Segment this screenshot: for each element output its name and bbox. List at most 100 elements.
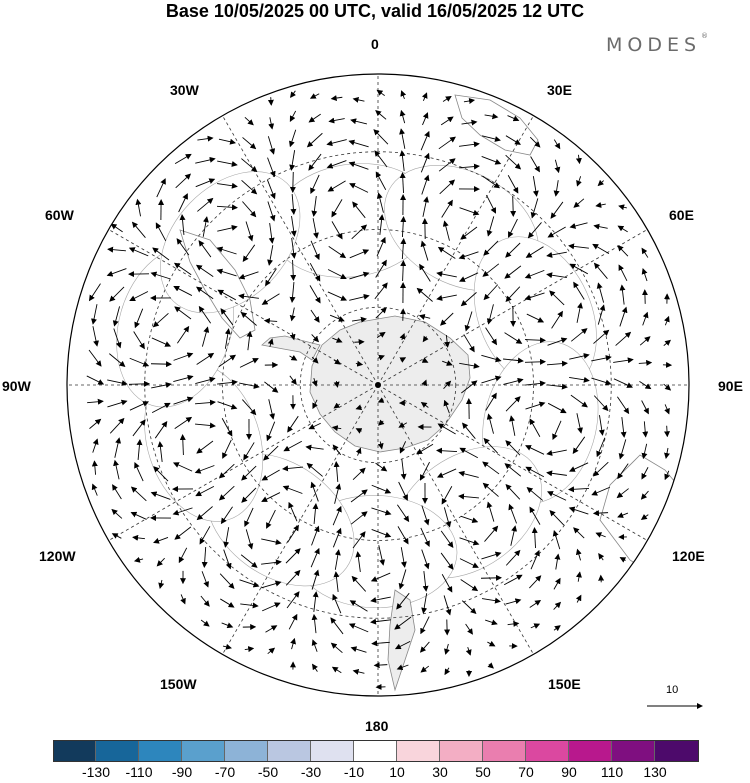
wind-vector xyxy=(241,487,257,503)
lon-label-30e: 30E xyxy=(547,82,572,98)
wind-vector xyxy=(221,622,234,629)
wind-vector xyxy=(242,399,257,416)
wind-vector xyxy=(554,159,561,174)
wind-vector xyxy=(547,226,566,238)
wind-vector xyxy=(596,437,606,458)
wind-vector xyxy=(330,95,343,102)
wind-vector xyxy=(195,485,215,497)
wind-vector xyxy=(441,486,453,505)
wind-vector xyxy=(591,486,611,496)
wind-vector xyxy=(355,360,364,367)
colorbar-tick-label: 30 xyxy=(432,764,448,780)
wind-vector xyxy=(374,150,388,168)
wind-vector xyxy=(420,616,430,635)
wind-vector xyxy=(332,505,342,526)
wind-vector xyxy=(290,259,297,281)
wind-vector xyxy=(505,396,521,412)
wind-vector xyxy=(239,382,260,389)
wind-vector xyxy=(529,506,541,525)
wind-vector xyxy=(370,618,391,625)
wind-vector xyxy=(286,591,300,609)
wind-vector xyxy=(551,310,563,329)
south-pole-marker xyxy=(375,382,381,388)
wind-vector xyxy=(265,625,278,633)
wind-vector xyxy=(312,399,318,410)
wind-vector xyxy=(664,315,670,326)
wind-vector xyxy=(485,619,498,626)
wind-vector xyxy=(312,503,319,524)
wind-vector xyxy=(371,640,390,647)
lon-label-30w: 30W xyxy=(170,82,199,98)
wind-vector xyxy=(195,178,216,188)
wind-vector xyxy=(568,243,589,250)
wind-vector xyxy=(310,174,320,195)
colorbar-swatch xyxy=(96,740,139,762)
wind-vector xyxy=(576,176,582,187)
wind-vector xyxy=(547,383,568,390)
wind-vector xyxy=(173,352,194,361)
wind-vector xyxy=(486,216,495,237)
wind-vector xyxy=(505,154,522,170)
wind-vector xyxy=(568,486,590,493)
wind-vector xyxy=(549,510,565,526)
wind-vector xyxy=(109,286,125,302)
wind-vector xyxy=(378,545,386,566)
africa-tip xyxy=(454,94,539,156)
wind-vector xyxy=(617,245,629,257)
wind-vector xyxy=(507,620,520,627)
wind-vector xyxy=(619,284,626,305)
wind-vector xyxy=(217,224,238,232)
wind-vector xyxy=(377,397,385,403)
wind-vector xyxy=(418,314,431,320)
wind-vector xyxy=(261,580,282,589)
wind-vector xyxy=(613,378,633,388)
wind-vector xyxy=(178,547,188,564)
wind-vector xyxy=(436,468,457,478)
wind-vector xyxy=(154,420,168,439)
wind-vector xyxy=(173,285,193,296)
lon-label-120w: 120W xyxy=(39,548,76,564)
wind-vector xyxy=(549,290,565,306)
wind-vector xyxy=(483,240,499,256)
wind-vector xyxy=(349,293,370,301)
wind-vector xyxy=(419,263,431,282)
wind-vector xyxy=(151,337,172,347)
wind-vector xyxy=(663,383,672,391)
wind-vector xyxy=(376,89,385,96)
wind-vector xyxy=(397,526,409,545)
wind-vector xyxy=(310,481,319,502)
wind-vector xyxy=(530,198,539,219)
wind-vector xyxy=(130,486,147,502)
wind-vector xyxy=(422,335,429,343)
wind-vector xyxy=(263,317,278,324)
wind-vector xyxy=(196,506,213,521)
wind-vector xyxy=(400,547,407,568)
wind-vector xyxy=(487,640,496,647)
wind-vector xyxy=(504,463,522,477)
wind-vector xyxy=(569,263,588,275)
wind-vector xyxy=(576,302,583,323)
wind-vector xyxy=(239,579,260,588)
colorbar-tick-label: 70 xyxy=(518,764,534,780)
wind-vector xyxy=(287,524,299,543)
wind-vector xyxy=(439,179,456,195)
wind-vector xyxy=(504,265,522,279)
wind-vector xyxy=(287,415,299,433)
wind-vector xyxy=(282,465,304,472)
wind-vector xyxy=(308,422,321,430)
wind-vector xyxy=(399,128,406,149)
wind-vector xyxy=(311,613,318,634)
wind-vector xyxy=(525,401,546,410)
wind-vector xyxy=(88,349,102,367)
wind-vector xyxy=(333,358,341,365)
wind-vector xyxy=(310,309,320,323)
wind-vector xyxy=(264,381,279,393)
wind-vector xyxy=(352,467,366,480)
wind-vector xyxy=(107,246,126,253)
wind-vector xyxy=(547,337,568,346)
wind-vector xyxy=(150,271,171,280)
wind-vector xyxy=(201,571,209,588)
wind-vector xyxy=(640,490,649,500)
wind-vector xyxy=(308,113,321,123)
wind-vector xyxy=(289,150,296,171)
